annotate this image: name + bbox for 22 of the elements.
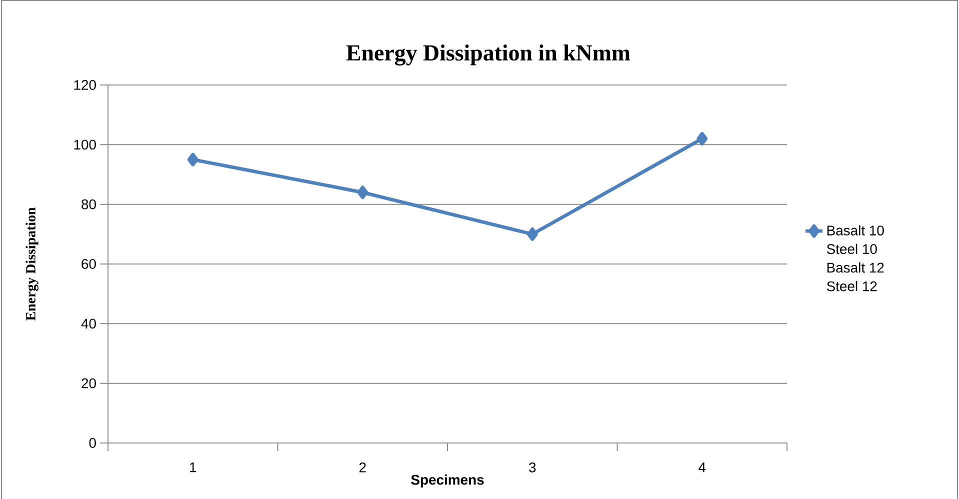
x-tick-label: 2 xyxy=(359,462,366,472)
y-axis-title: Energy Dissipation xyxy=(26,207,38,321)
legend-label: Basalt 10 xyxy=(827,225,884,236)
x-axis-title: Specimens xyxy=(411,474,484,488)
x-tick-label: 4 xyxy=(698,462,706,472)
point xyxy=(526,227,538,241)
text: Steel 12 xyxy=(826,280,877,292)
y-tick-label: 120 xyxy=(74,80,96,90)
y-tick-label: 80 xyxy=(82,199,96,210)
y-tick-label: 100 xyxy=(74,140,96,150)
y-tick-label: 40 xyxy=(81,318,96,329)
point xyxy=(696,132,708,146)
y-tick-label: 0 xyxy=(89,438,96,448)
text: Basalt 12 xyxy=(827,262,884,273)
chart-title: Energy Dissipation in kNmm xyxy=(346,44,630,66)
y-tick-label: 60 xyxy=(82,259,96,269)
x-tick-label: 1 xyxy=(190,462,196,472)
point xyxy=(357,186,368,200)
x-tick-label: 3 xyxy=(529,462,536,472)
text: Steel 10 xyxy=(826,244,877,254)
point xyxy=(187,152,198,166)
y-tick-label: 20 xyxy=(82,378,96,388)
